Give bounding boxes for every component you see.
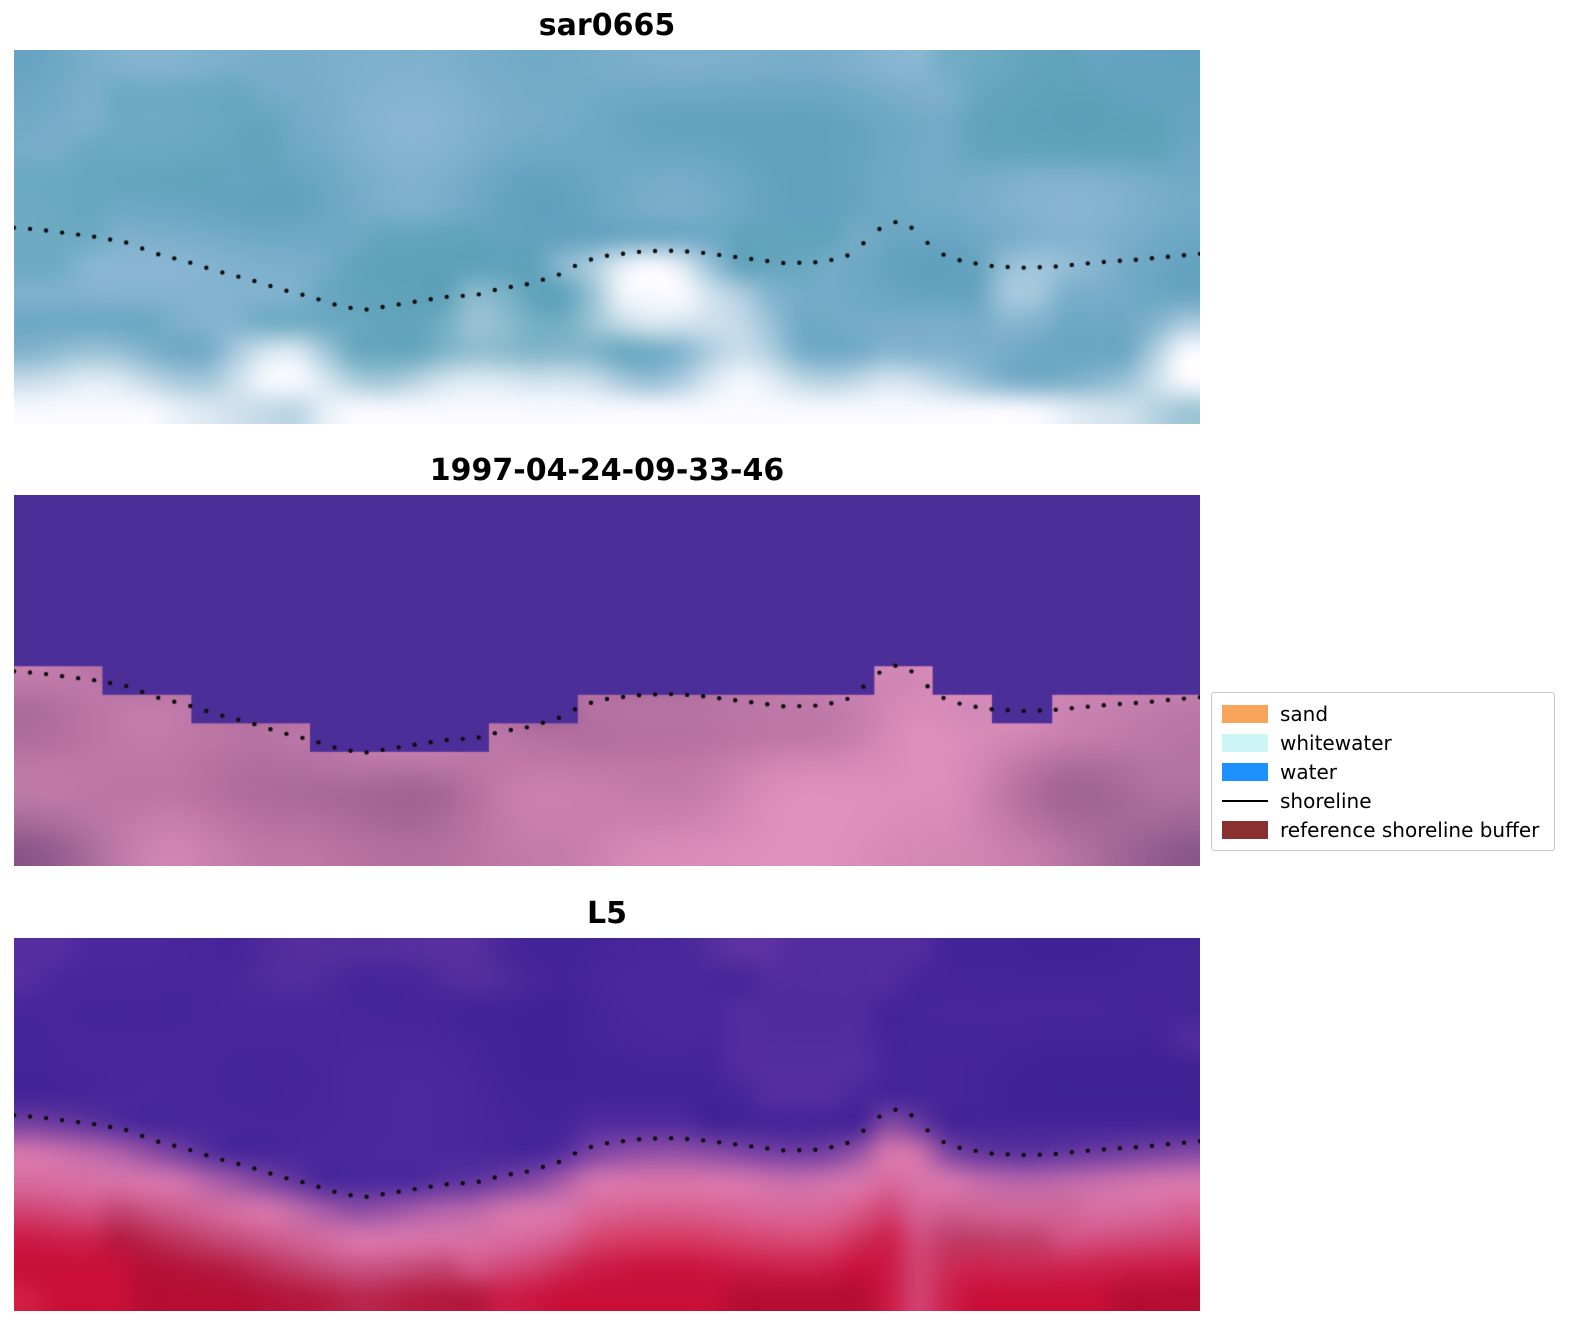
sar-image: [14, 50, 1200, 424]
panel-title-l5: L5: [587, 896, 627, 931]
panel-title-sar: sar0665: [538, 8, 676, 43]
legend-label-sand: sand: [1280, 701, 1329, 726]
legend-item-whitewater: whitewater: [1222, 731, 1544, 754]
whitewater-swatch: [1222, 733, 1268, 752]
legend-item-shoreline: shoreline: [1222, 789, 1544, 812]
legend-label-water: water: [1280, 759, 1337, 784]
legend-item-water: water: [1222, 760, 1544, 783]
classified-image: [14, 495, 1200, 866]
reference-buffer-swatch: [1222, 820, 1268, 839]
legend-item-reference-buffer: reference shoreline buffer: [1222, 818, 1544, 841]
water-swatch: [1222, 762, 1268, 781]
legend: sand whitewater water shoreline referenc…: [1211, 692, 1555, 851]
l5-image: [14, 938, 1200, 1311]
shoreline-line-swatch: [1222, 792, 1268, 810]
legend-label-reference-buffer: reference shoreline buffer: [1280, 817, 1540, 842]
legend-item-sand: sand: [1222, 702, 1544, 725]
sand-swatch: [1222, 704, 1268, 723]
legend-label-whitewater: whitewater: [1280, 730, 1392, 755]
panel-title-classified: 1997-04-24-09-33-46: [429, 453, 785, 488]
legend-label-shoreline: shoreline: [1280, 788, 1372, 813]
